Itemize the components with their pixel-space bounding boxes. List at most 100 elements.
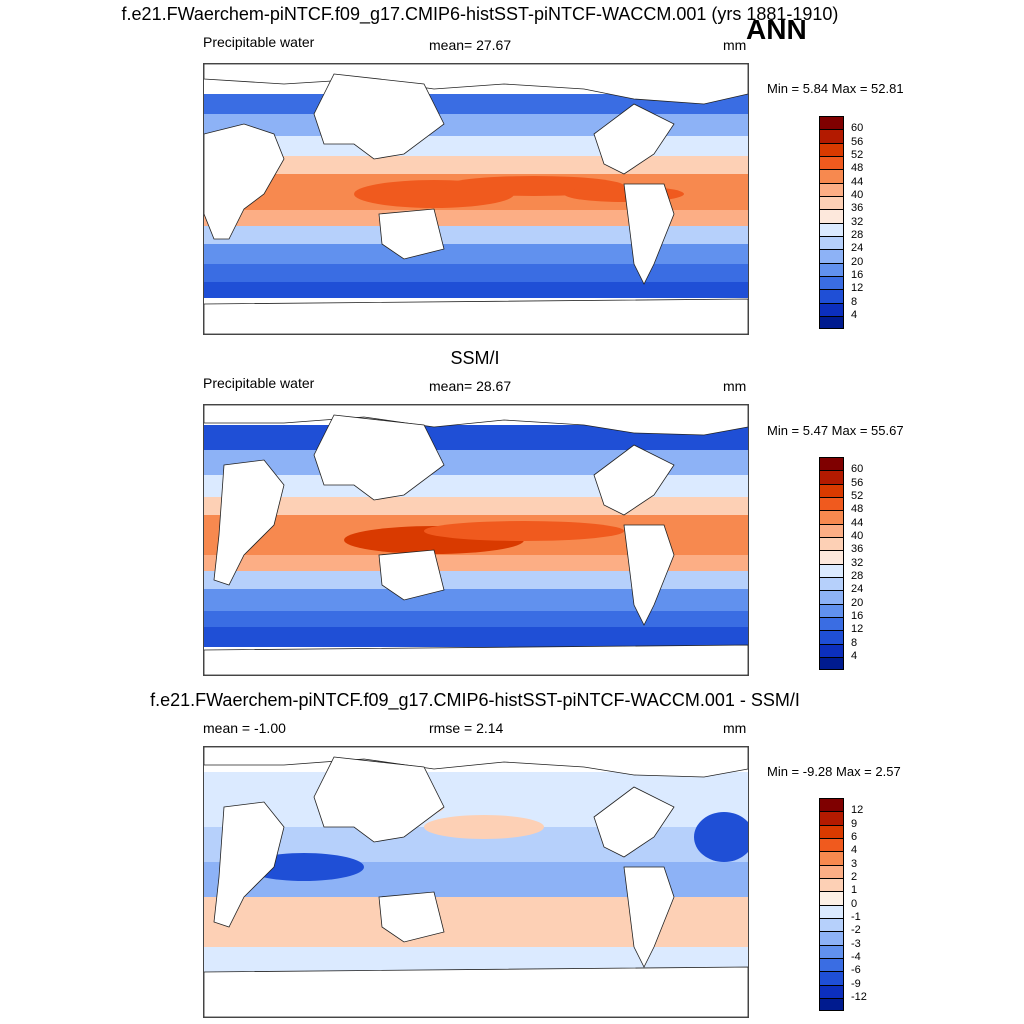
colorbar-segment bbox=[819, 630, 844, 644]
colorbar-segment bbox=[819, 116, 844, 130]
panel1-map bbox=[203, 63, 749, 335]
colorbar-segment bbox=[819, 470, 844, 484]
colorbar-segment bbox=[819, 643, 844, 657]
colorbar-tick-label: 8 bbox=[851, 636, 858, 649]
colorbar-tick-label: 20 bbox=[851, 255, 864, 268]
colorbar-tick-label: 44 bbox=[851, 175, 864, 188]
colorbar-tick-label: 4 bbox=[851, 844, 858, 857]
colorbar-segment bbox=[819, 142, 844, 156]
panel1-variable-label: Precipitable water bbox=[203, 34, 315, 50]
panel1-mean-label: mean= 27.67 bbox=[429, 37, 512, 53]
season-label: ANN bbox=[746, 14, 807, 45]
colorbar-segment bbox=[819, 510, 844, 524]
colorbar-segment bbox=[819, 155, 844, 170]
colorbar-tick-label: 32 bbox=[851, 556, 864, 569]
panel3-map-svg bbox=[204, 747, 748, 1017]
panel3-mean-label: mean = -1.00 bbox=[203, 720, 286, 736]
colorbar-segment bbox=[819, 289, 844, 303]
colorbar-segment bbox=[819, 603, 844, 617]
colorbar-segment bbox=[819, 235, 844, 250]
colorbar-segment bbox=[819, 457, 844, 471]
colorbar-segment bbox=[819, 483, 844, 497]
colorbar-tick-label: 60 bbox=[851, 122, 864, 135]
colorbar-segment bbox=[819, 315, 844, 330]
colorbar-segment bbox=[819, 811, 844, 825]
panel3-units-label: mm bbox=[723, 720, 747, 736]
colorbar-segment bbox=[819, 576, 844, 591]
colorbar-tick-label: 1 bbox=[851, 884, 858, 897]
colorbar-segment bbox=[819, 891, 844, 905]
panel1-units-label: mm bbox=[723, 37, 747, 53]
colorbar-segment bbox=[819, 195, 844, 210]
colorbar-tick-label: 9 bbox=[851, 817, 858, 830]
colorbar-tick-label: 4 bbox=[851, 649, 858, 662]
colorbar-segment bbox=[819, 249, 844, 263]
colorbar-tick-label: -2 bbox=[851, 924, 861, 937]
colorbar-segment bbox=[819, 656, 844, 671]
colorbar-tick-label: 56 bbox=[851, 476, 864, 489]
colorbar-segment bbox=[819, 262, 844, 276]
colorbar-segment bbox=[819, 222, 844, 236]
colorbar-segment bbox=[819, 904, 844, 918]
panel1-map-svg bbox=[204, 64, 748, 334]
colorbar-tick-label: 8 bbox=[851, 295, 858, 308]
colorbar-tick-label: 48 bbox=[851, 162, 864, 175]
colorbar-segment bbox=[819, 550, 844, 564]
panel2-variable-label: Precipitable water bbox=[203, 375, 315, 391]
colorbar-segment bbox=[819, 182, 844, 196]
colorbar-segment bbox=[819, 957, 844, 972]
colorbar-segment bbox=[819, 169, 844, 183]
colorbar-segment bbox=[819, 824, 844, 838]
colorbar-segment bbox=[819, 563, 844, 577]
colorbar-tick-label: 3 bbox=[851, 857, 858, 870]
colorbar-segment bbox=[819, 129, 844, 143]
colorbar-tick-label: 12 bbox=[851, 623, 864, 636]
colorbar-segment bbox=[819, 864, 844, 878]
colorbar-tick-label: -1 bbox=[851, 910, 861, 923]
colorbar-tick-label: 6 bbox=[851, 830, 858, 843]
colorbar-tick-label: 36 bbox=[851, 543, 864, 556]
colorbar-segment bbox=[819, 997, 844, 1012]
colorbar-segment bbox=[819, 590, 844, 604]
panel3-rmse-label: rmse = 2.14 bbox=[429, 720, 504, 736]
panel2-map bbox=[203, 404, 749, 676]
colorbar-segment bbox=[819, 877, 844, 892]
panel1-colorbar bbox=[819, 116, 844, 330]
panel2-mean-label: mean= 28.67 bbox=[429, 378, 512, 394]
colorbar-tick-label: -9 bbox=[851, 977, 861, 990]
colorbar-tick-label: 16 bbox=[851, 268, 864, 281]
colorbar-segment bbox=[819, 275, 844, 290]
colorbar-segment bbox=[819, 984, 844, 998]
colorbar-tick-label: 56 bbox=[851, 135, 864, 148]
colorbar-tick-label: 28 bbox=[851, 228, 864, 241]
colorbar-segment bbox=[819, 496, 844, 511]
panel2-colorbar bbox=[819, 457, 844, 671]
colorbar-tick-label: 60 bbox=[851, 463, 864, 476]
colorbar-tick-label: 12 bbox=[851, 282, 864, 295]
panel2-units-label: mm bbox=[723, 378, 747, 394]
colorbar-segment bbox=[819, 536, 844, 551]
colorbar-segment bbox=[819, 917, 844, 932]
colorbar-segment bbox=[819, 931, 844, 945]
panel2-minmax: Min = 5.47 Max = 55.67 bbox=[767, 423, 904, 438]
colorbar-segment bbox=[819, 944, 844, 958]
colorbar-tick-label: 40 bbox=[851, 188, 864, 201]
panel3-minmax: Min = -9.28 Max = 2.57 bbox=[767, 764, 901, 779]
colorbar-tick-label: 48 bbox=[851, 503, 864, 516]
colorbar-tick-label: 32 bbox=[851, 215, 864, 228]
main-title: f.e21.FWaerchem-piNTCF.f09_g17.CMIP6-his… bbox=[121, 4, 839, 24]
colorbar-segment bbox=[819, 302, 844, 316]
colorbar-tick-label: 20 bbox=[851, 596, 864, 609]
colorbar-tick-label: -4 bbox=[851, 950, 861, 963]
colorbar-segment bbox=[819, 851, 844, 865]
colorbar-tick-label: -3 bbox=[851, 937, 861, 950]
panel3-colorbar bbox=[819, 798, 844, 1012]
panel2-map-svg bbox=[204, 405, 748, 675]
colorbar-tick-label: -6 bbox=[851, 964, 861, 977]
colorbar-segment bbox=[819, 837, 844, 852]
colorbar-segment bbox=[819, 798, 844, 812]
panel3-title: f.e21.FWaerchem-piNTCF.f09_g17.CMIP6-his… bbox=[150, 690, 800, 710]
colorbar-segment bbox=[819, 523, 844, 537]
panel1-minmax: Min = 5.84 Max = 52.81 bbox=[767, 81, 904, 96]
colorbar-tick-label: 24 bbox=[851, 583, 864, 596]
